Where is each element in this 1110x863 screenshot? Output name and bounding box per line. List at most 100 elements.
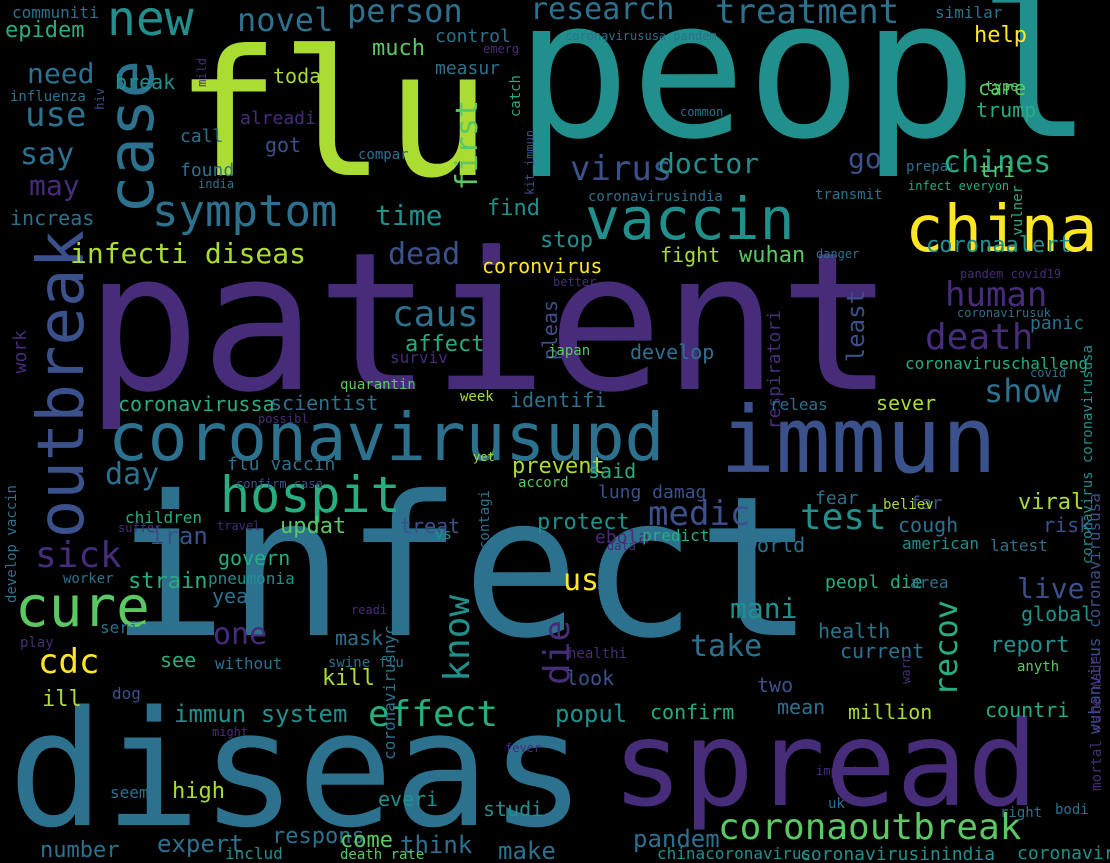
word-coronvirus: coronvirus	[482, 254, 603, 278]
word-pneumonia: pneumonia	[208, 569, 295, 588]
word-cough: cough	[898, 513, 959, 537]
word-import: import	[816, 764, 860, 778]
word-updat: updat	[280, 514, 347, 539]
word-emerg: emerg	[483, 42, 520, 56]
word-kit-immun: kit immun	[523, 130, 537, 196]
word-know: know	[437, 595, 478, 682]
word-coronavirussa: coronavirussa	[118, 392, 275, 416]
word-test: test	[800, 497, 887, 538]
word-coronavirusinindia: coronavirusinindia	[800, 844, 996, 863]
word-immun-system: immun system	[174, 700, 348, 728]
word-million: million	[848, 700, 933, 724]
word-vaccin: vaccin	[585, 185, 795, 253]
word-treat: treat	[400, 514, 461, 538]
word-similar: similar	[935, 3, 1003, 22]
word-mortal-rate-made: mortal rate made	[1089, 656, 1105, 791]
word-infecti-diseas: infecti diseas	[70, 237, 307, 270]
word-week: week	[460, 389, 494, 405]
word-death: death	[925, 317, 1034, 358]
word-serious: serious	[100, 618, 168, 637]
word-influenza: influenza	[10, 89, 86, 105]
word-look: look	[566, 666, 615, 690]
word-recov: recov	[927, 600, 965, 697]
word-bodi: bodi	[1055, 802, 1089, 818]
word-panic: panic	[1030, 313, 1085, 334]
word-human: human	[945, 275, 1048, 315]
word-prevent: prevent	[512, 454, 605, 479]
word-may: may	[29, 169, 80, 202]
word-death-rate: death rate	[340, 847, 425, 863]
word-peopl: peopl	[515, 0, 1093, 182]
word-coronavirusnyc: coronavirusnyc	[380, 625, 399, 760]
word-govern: govern	[218, 546, 291, 570]
word-india: india	[198, 177, 235, 191]
word-better: better	[553, 275, 597, 289]
word-year: year	[212, 584, 261, 608]
word-data: data	[607, 539, 636, 553]
word-popul: popul	[555, 700, 628, 728]
word-world: world	[745, 533, 806, 557]
word-danger: danger	[816, 247, 860, 261]
word-china: china	[905, 193, 1098, 267]
word-releas: releas	[770, 395, 828, 414]
word-protect: protect	[537, 510, 630, 535]
word-infect-everyon: infect everyon	[908, 179, 1010, 193]
word-infect: infect	[110, 454, 815, 681]
word-epidem: epidem	[5, 18, 85, 43]
word-high: high	[172, 779, 225, 804]
word-swine-flu: swine flu	[328, 655, 404, 671]
word-virus: virus	[570, 149, 673, 189]
word-affect: affect	[405, 332, 485, 357]
word-covid: covid	[1030, 366, 1067, 380]
word-coronaoutbreak: coronaoutbreak	[718, 807, 1022, 848]
word-trump: trump	[976, 98, 1037, 122]
word-go: go	[848, 142, 882, 175]
word-diseas: diseas	[8, 676, 586, 863]
word-confirm: confirm	[650, 700, 735, 724]
word-coronavirusuk: coronavirusuk	[957, 306, 1051, 320]
word-type: type	[985, 79, 1019, 95]
word-vs: vs	[435, 527, 452, 543]
word-prepar: prepar	[906, 159, 957, 175]
word-includ: includ	[225, 844, 283, 863]
word-spread: spread	[612, 695, 1039, 833]
word-uk: uk	[828, 796, 845, 812]
word-time: time	[375, 199, 443, 232]
word-strain: strain	[128, 569, 208, 594]
word-ill: ill	[42, 687, 82, 712]
word-come: come	[340, 828, 393, 853]
word-number: number	[40, 838, 120, 863]
word-call: call	[180, 126, 224, 147]
word-tri: tri	[979, 158, 1016, 182]
word-dog: dog	[112, 684, 141, 703]
word-healthi: healthi	[568, 646, 628, 662]
word-anyth: anyth	[1017, 659, 1060, 675]
word-coronaalert: coronaalert	[926, 233, 1072, 258]
word-see: see	[160, 648, 197, 672]
word-person: person	[347, 0, 463, 30]
word-quarantin: quarantin	[340, 377, 416, 393]
word-control: control	[435, 26, 511, 47]
word-surviv: surviv	[390, 348, 448, 367]
word-studi: studi	[483, 797, 544, 821]
word-take: take	[690, 629, 763, 664]
word-novel: novel	[237, 1, 334, 39]
word-day: day	[105, 457, 160, 492]
word-everi: everi	[378, 787, 439, 811]
word-coronavirusupd: coronavirusupd	[108, 399, 665, 476]
word-us: us	[563, 563, 600, 598]
word-got: got	[265, 133, 302, 157]
word-latest: latest	[990, 536, 1048, 555]
word-global: global	[1021, 602, 1094, 626]
word-predict: predict	[642, 526, 710, 545]
word-risk: risk	[1043, 513, 1092, 537]
word-seem: seem	[110, 783, 149, 802]
word-report: report	[990, 633, 1070, 658]
word-far: far	[910, 493, 943, 514]
word-worker: worker	[63, 571, 114, 587]
word-iran: iran	[150, 522, 208, 550]
word-area: area	[910, 573, 949, 592]
word-sick: sick	[35, 535, 122, 576]
word-children: children	[125, 508, 203, 527]
